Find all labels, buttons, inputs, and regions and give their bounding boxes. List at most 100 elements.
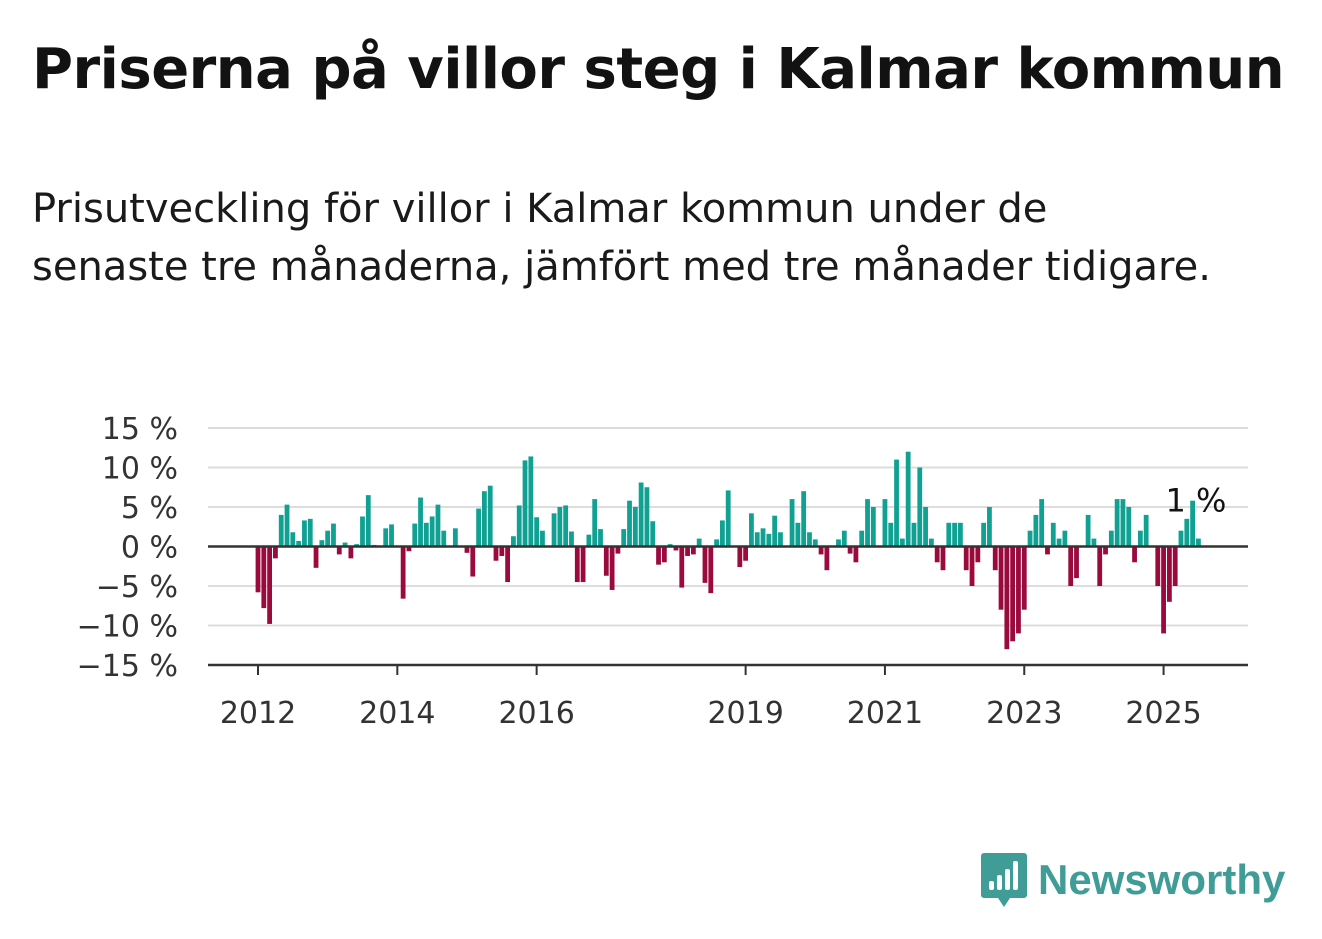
bar (452, 528, 458, 547)
bar (493, 546, 499, 561)
bar (1068, 546, 1074, 586)
bar (928, 538, 934, 547)
bar (563, 505, 569, 547)
bar (464, 546, 470, 553)
bar (522, 460, 528, 547)
bar (1126, 507, 1132, 547)
bar (1103, 546, 1108, 555)
bar (412, 523, 418, 547)
bar (331, 523, 336, 547)
bar (1033, 514, 1039, 547)
bar (702, 546, 708, 583)
newsworthy-logo-text: Newsworthy (1038, 856, 1286, 903)
bar (1143, 514, 1149, 547)
bar (638, 482, 644, 547)
bar (621, 529, 627, 547)
bar (1004, 546, 1010, 650)
bar (284, 504, 290, 547)
bar (679, 546, 685, 588)
bar (818, 546, 824, 555)
bar (1016, 546, 1021, 634)
bar (1184, 518, 1190, 547)
bar (261, 546, 267, 609)
bar (499, 546, 505, 556)
newsworthy-logo-icon (981, 853, 1027, 907)
bar (981, 522, 987, 547)
bar (1021, 546, 1027, 610)
bar (423, 522, 429, 547)
bar (836, 539, 841, 547)
bar (708, 546, 714, 594)
bar (336, 546, 342, 555)
bar (847, 546, 853, 554)
bar (841, 530, 847, 547)
bar-chart: 15 % 10 % 5 % 0 % −5 % −10 % −15 % 2012 2014 2016… (77, 412, 1248, 731)
bar (859, 530, 865, 547)
x-tick-label: 2012 (220, 696, 296, 731)
bar (714, 539, 719, 547)
bar (917, 467, 923, 547)
bar (383, 528, 389, 547)
x-tick-label: 2019 (707, 696, 783, 731)
bar (1166, 546, 1172, 602)
bar (632, 507, 638, 547)
bar (313, 546, 319, 568)
bar (511, 536, 516, 547)
y-tick-label: −5 % (96, 570, 178, 605)
x-tick-label: 2025 (1125, 696, 1201, 731)
bar (1039, 499, 1045, 547)
bar (476, 508, 481, 547)
bar (557, 507, 563, 547)
bar (865, 499, 870, 547)
bar (1190, 500, 1195, 547)
bar (505, 546, 511, 583)
bar (807, 532, 812, 547)
bar (812, 539, 818, 547)
bar (1114, 499, 1120, 547)
bar (1097, 546, 1103, 586)
bar (627, 500, 632, 547)
bar (528, 456, 534, 547)
bar (592, 499, 598, 547)
bar (360, 516, 365, 547)
y-tick-label: 0 % (121, 531, 178, 566)
bar (255, 546, 261, 593)
bar (348, 546, 354, 559)
bar (569, 531, 574, 547)
chart-title: Priserna på villor steg i Kalmar kommun (32, 37, 1285, 102)
bar (911, 522, 917, 547)
bar (389, 524, 394, 547)
bar (1132, 546, 1137, 563)
bar (267, 546, 273, 624)
bar (296, 540, 302, 547)
bar (737, 546, 743, 568)
bar (1027, 530, 1033, 547)
bar (772, 515, 778, 547)
bar (1050, 522, 1056, 547)
bar (290, 532, 296, 547)
bar (905, 451, 911, 547)
bar (725, 490, 731, 547)
bar (853, 546, 859, 563)
newsworthy-logo: Newsworthy (980, 850, 1285, 910)
bar (789, 499, 795, 547)
bar (998, 546, 1004, 610)
bar (987, 507, 992, 547)
bar (969, 546, 975, 586)
bar (598, 529, 603, 547)
bar (1074, 546, 1079, 579)
bar (551, 513, 557, 547)
y-tick-label: 15 % (102, 412, 178, 447)
y-tick-label: −15 % (77, 649, 178, 684)
x-tick-label: 2023 (986, 696, 1062, 731)
bar (975, 546, 981, 563)
bar (650, 521, 656, 547)
bar (1172, 546, 1178, 586)
bar (1062, 530, 1068, 547)
bar (1137, 530, 1143, 547)
bar (418, 497, 423, 547)
x-tick-label: 2016 (498, 696, 574, 731)
bar (894, 459, 899, 547)
bar (435, 504, 441, 547)
bar (1010, 546, 1016, 642)
